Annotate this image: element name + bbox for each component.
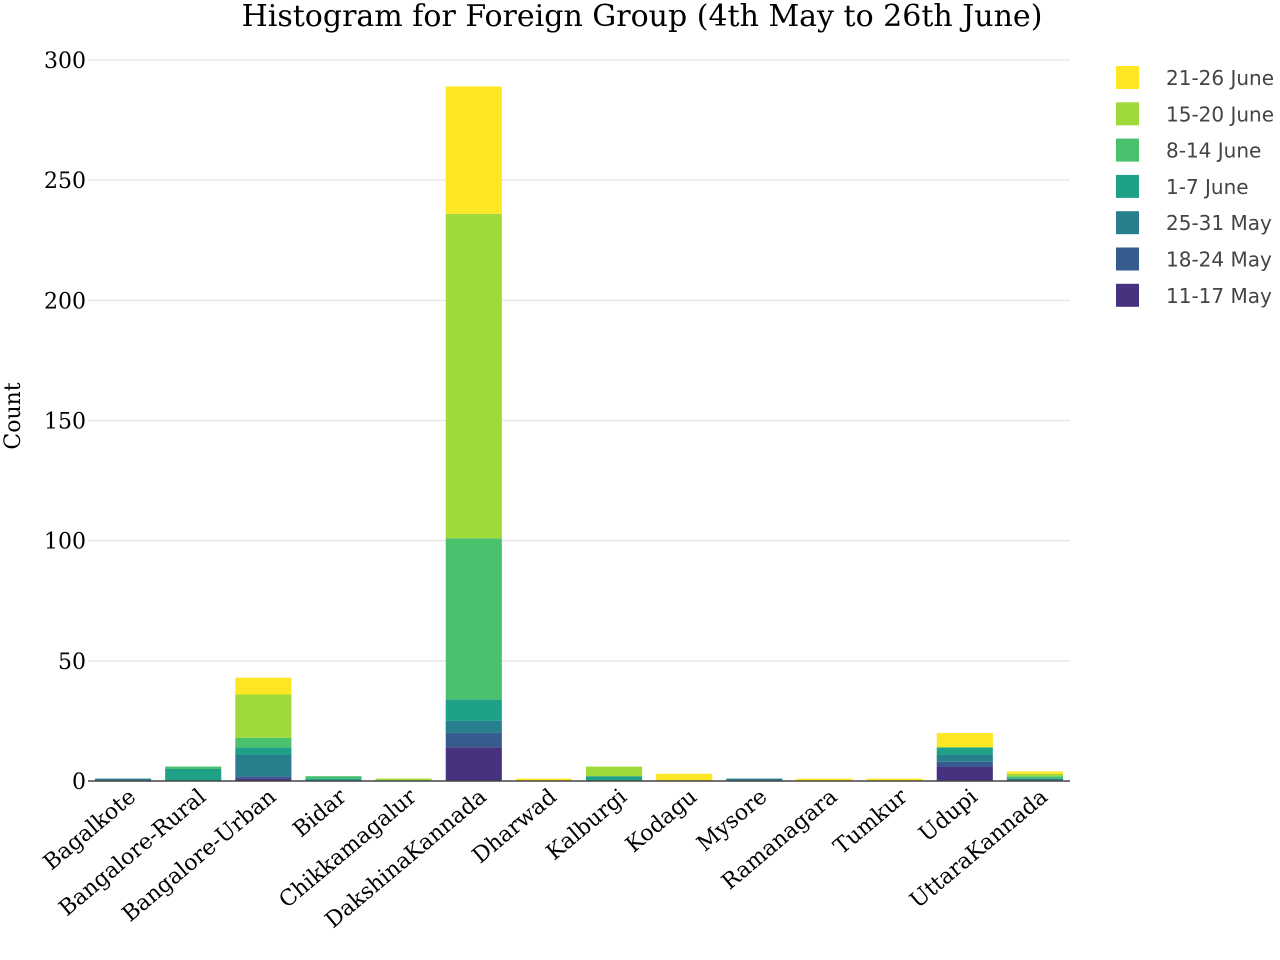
bar-segment[interactable] <box>1006 776 1063 779</box>
x-tick-label: Kodagu <box>621 784 702 857</box>
bar-segment[interactable] <box>936 754 993 762</box>
legend-label[interactable]: 18-24 May <box>1166 248 1272 272</box>
bar-segment[interactable] <box>1006 778 1063 781</box>
bar-segment[interactable] <box>936 766 993 781</box>
bar-segment[interactable] <box>235 747 292 755</box>
bar-segment[interactable] <box>445 213 502 539</box>
bar-segment[interactable] <box>656 773 713 781</box>
legend-label[interactable]: 11-17 May <box>1166 284 1272 308</box>
y-tick-labels: 0 50 100 150 200 250 300 <box>44 49 86 795</box>
bar-segment[interactable] <box>235 694 292 738</box>
x-tick-label: Bidar <box>289 784 352 843</box>
y-tick-label: 0 <box>72 770 86 795</box>
bar-segment[interactable] <box>445 720 502 733</box>
y-tick-label: 50 <box>58 650 86 675</box>
y-tick-label: 250 <box>44 169 86 194</box>
bar-segment[interactable] <box>936 747 993 755</box>
bar-segment[interactable] <box>235 737 292 748</box>
legend-swatch[interactable] <box>1116 283 1139 307</box>
bar-segment[interactable] <box>165 768 222 781</box>
bar-segment[interactable] <box>1006 771 1063 774</box>
bar-segment[interactable] <box>235 776 292 779</box>
bars <box>95 86 1063 781</box>
y-axis-label: Count <box>1 382 26 449</box>
legend-label[interactable]: 21-26 June <box>1166 66 1274 90</box>
bar-segment[interactable] <box>445 699 502 721</box>
bar-segment[interactable] <box>445 747 502 781</box>
legend-label[interactable]: 8-14 June <box>1166 139 1261 163</box>
legend-label[interactable]: 25-31 May <box>1166 211 1272 235</box>
bar-segment[interactable] <box>866 778 923 781</box>
y-tick-label: 100 <box>44 530 86 555</box>
legend-swatch[interactable] <box>1116 66 1139 89</box>
x-tick-label: Tumkur <box>829 784 913 860</box>
y-tick-label: 200 <box>44 289 86 314</box>
y-tick-label: 300 <box>44 49 86 74</box>
legend-swatch[interactable] <box>1116 138 1139 162</box>
bar-segment[interactable] <box>726 778 783 781</box>
bar-segment[interactable] <box>95 778 152 781</box>
legend-label[interactable]: 15-20 June <box>1166 102 1274 126</box>
bar-segment[interactable] <box>305 776 362 779</box>
bar-segment[interactable] <box>165 766 222 769</box>
bar-segment[interactable] <box>936 761 993 767</box>
y-tick-label: 150 <box>44 410 86 435</box>
grid-lines <box>88 59 1070 662</box>
bar-segment[interactable] <box>445 86 502 214</box>
bar-segment[interactable] <box>445 538 502 700</box>
bar-segment[interactable] <box>586 766 643 777</box>
bar-segment[interactable] <box>305 778 362 781</box>
bar-segment[interactable] <box>515 778 572 781</box>
bar-segment[interactable] <box>235 778 292 781</box>
bar-segment[interactable] <box>796 778 853 781</box>
legend-swatch[interactable] <box>1116 102 1139 126</box>
bar-segment[interactable] <box>235 677 292 695</box>
legend-swatch[interactable] <box>1116 174 1139 198</box>
legend-swatch[interactable] <box>1116 211 1139 235</box>
legend[interactable]: 21-26 June 15-20 June 8-14 June 1-7 June 25-… <box>1116 66 1274 308</box>
legend-label[interactable]: 1-7 June <box>1166 175 1249 199</box>
bar-segment[interactable] <box>936 732 993 748</box>
bar-segment[interactable] <box>375 778 432 781</box>
chart-title: Histogram for Foreign Group (4th May to … <box>242 0 1043 34</box>
legend-swatch[interactable] <box>1116 247 1139 271</box>
bar-segment[interactable] <box>445 732 502 748</box>
bar-segment[interactable] <box>586 776 643 781</box>
bar-segment[interactable] <box>1006 773 1063 777</box>
bar-segment[interactable] <box>235 754 292 777</box>
